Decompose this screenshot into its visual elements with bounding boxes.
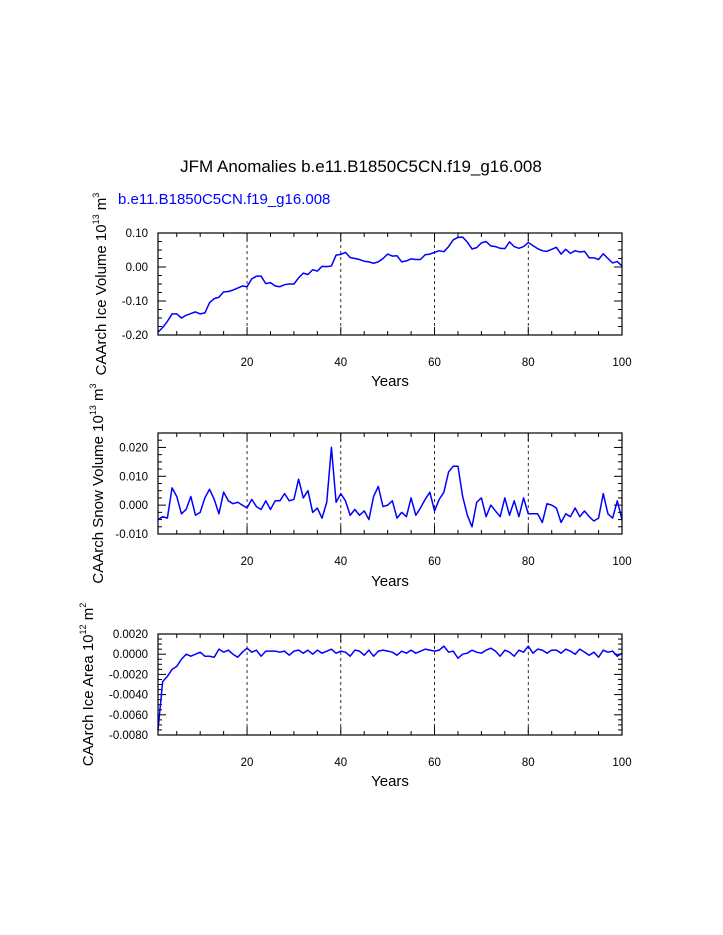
y-tick-label: 0.10 (126, 228, 148, 240)
y-axis-label: CAArch Ice Area 1012 m2 (78, 603, 97, 766)
x-tick-label: 60 (428, 556, 441, 568)
x-tick-label: 40 (334, 357, 347, 369)
x-tick-label: 20 (241, 556, 254, 568)
panel-snow-volume: 20 40 60 80 100 -0.010 0.000 0.010 0.020 Years CAA… (88, 383, 632, 590)
x-tick-label: 80 (522, 556, 535, 568)
x-tick-label: 40 (334, 556, 347, 568)
y-tick-label: 0.0020 (113, 629, 148, 641)
x-tick-label: 20 (241, 357, 254, 369)
y-tick-label: 0.00 (126, 262, 148, 274)
x-tick-label: 80 (522, 357, 535, 369)
y-axis-label: CAArch Ice Volume 1013 m3 (91, 193, 110, 376)
y-tick-label: -0.20 (122, 330, 148, 342)
x-tick-label: 100 (612, 556, 631, 568)
plot-frame (157, 432, 623, 535)
x-tick-label: 20 (241, 757, 254, 769)
y-tick-label: 0.0000 (113, 649, 148, 661)
x-tick-label: 80 (522, 757, 535, 769)
panels: 20 40 60 80 100 -0.20 -0.10 0.00 0.10 Years CAArch… (78, 193, 632, 790)
plot-frame (157, 232, 623, 336)
y-tick-label: 0.010 (119, 471, 148, 483)
y-tick-label: 0.000 (119, 500, 148, 512)
series-line (157, 645, 623, 731)
panel-ice-area: 20 40 60 80 100 -0.0080 -0.0060 -0.0040 -0.0020 0… (78, 603, 632, 790)
case-label: b.e11.B1850C5CN.f19_g16.008 (118, 191, 330, 208)
y-tick-label: 0.020 (119, 442, 148, 454)
x-tick-label: 100 (612, 357, 631, 369)
panel-ice-volume: 20 40 60 80 100 -0.20 -0.10 0.00 0.10 Years CAArch… (91, 193, 632, 390)
x-axis-label: Years (371, 573, 409, 590)
plot-frame (157, 633, 623, 736)
x-axis-label: Years (371, 373, 409, 390)
y-tick-label: -0.0020 (109, 669, 148, 681)
y-tick-label: -0.0080 (109, 730, 148, 742)
figure-title: JFM Anomalies b.e11.B1850C5CN.f19_g16.00… (180, 157, 542, 176)
y-tick-label: -0.0060 (109, 710, 148, 722)
y-axis-label: CAArch Snow Volume 1013 m3 (88, 383, 107, 583)
y-tick-label: -0.010 (115, 529, 148, 541)
y-tick-label: -0.10 (122, 296, 148, 308)
x-tick-label: 40 (334, 757, 347, 769)
x-tick-label: 60 (428, 357, 441, 369)
y-tick-label: -0.0040 (109, 690, 148, 702)
series-line (157, 446, 623, 528)
series-line (157, 236, 623, 333)
x-tick-label: 100 (612, 757, 631, 769)
x-axis-label: Years (371, 773, 409, 790)
x-tick-label: 60 (428, 757, 441, 769)
